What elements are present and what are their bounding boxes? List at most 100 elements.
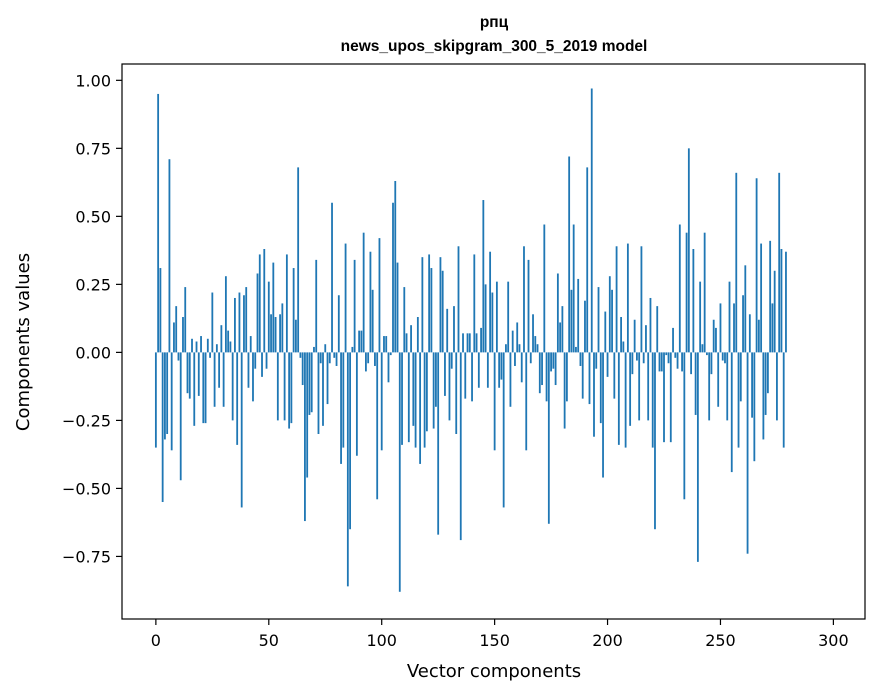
bar-component-212: [633, 319, 636, 353]
bar-component-184: [570, 289, 573, 353]
bar-component-89: [355, 352, 358, 456]
bar-component-230: [674, 352, 677, 358]
bar-component-179: [559, 322, 562, 353]
bar-component-147: [486, 352, 489, 388]
bar-component-156: [507, 281, 510, 353]
bar-component-10: [177, 352, 180, 361]
bar-component-95: [369, 251, 372, 353]
bar-component-259: [739, 352, 742, 402]
bar-component-270: [764, 352, 767, 415]
bar-component-124: [435, 352, 437, 407]
bar-component-111: [405, 333, 408, 353]
bar-component-40: [245, 287, 248, 353]
bar-component-232: [678, 224, 681, 353]
bar-component-61: [292, 268, 295, 353]
bar-component-186: [575, 346, 577, 353]
bar-component-263: [748, 314, 751, 353]
bar-component-249: [717, 352, 720, 407]
bar-component-223: [658, 352, 661, 372]
bar-component-109: [401, 352, 403, 445]
y-tick-label: −0.25: [62, 411, 111, 430]
y-axis-label: Components values: [13, 253, 34, 431]
bar-component-231: [676, 352, 679, 369]
bar-component-143: [477, 352, 480, 388]
x-tick-label: 100: [366, 631, 397, 650]
bar-component-62: [294, 319, 297, 353]
bar-component-22: [204, 352, 207, 424]
bar-component-3: [161, 352, 164, 503]
bar-component-209: [626, 243, 629, 353]
bar-component-13: [184, 287, 187, 353]
bar-component-274: [773, 270, 776, 353]
bar-component-208: [624, 352, 627, 448]
bar-component-148: [489, 251, 492, 353]
bar-component-228: [669, 352, 672, 443]
bar-component-182: [565, 352, 568, 402]
bar-component-278: [782, 352, 785, 448]
bar-component-46: [258, 254, 261, 353]
bar-component-235: [685, 232, 688, 353]
bar-component-116: [416, 317, 419, 353]
bar-component-30: [222, 352, 225, 407]
bar-component-250: [719, 303, 722, 353]
bar-component-120: [425, 352, 428, 432]
bar-component-225: [663, 352, 665, 443]
bar-component-64: [299, 352, 302, 358]
bar-component-178: [556, 273, 559, 353]
bar-component-180: [561, 306, 564, 353]
bar-component-167: [532, 314, 534, 353]
bar-component-54: [276, 352, 279, 421]
x-tick-label: 250: [705, 631, 736, 650]
bar-component-159: [514, 352, 516, 366]
bar-component-49: [265, 352, 268, 369]
bar-component-142: [475, 333, 478, 353]
bar-component-276: [778, 172, 781, 353]
bar-component-90: [358, 330, 361, 353]
bar-component-210: [629, 352, 632, 426]
bar-component-130: [448, 352, 451, 421]
bar-component-69: [310, 352, 313, 413]
bar-component-161: [518, 344, 521, 353]
chart-title-line-2: news_upos_skipgram_300_5_2019 model: [341, 38, 648, 55]
bar-component-67: [306, 352, 309, 478]
bar-component-176: [552, 352, 555, 369]
bar-component-214: [638, 352, 641, 421]
bar-component-152: [498, 352, 501, 388]
bar-component-242: [701, 344, 704, 353]
y-tick-label: 0.00: [75, 343, 111, 362]
bar-component-106: [394, 180, 397, 353]
bar-component-66: [304, 352, 306, 522]
bar-component-21: [202, 352, 205, 424]
bar-component-172: [543, 224, 546, 353]
bar-component-99: [378, 238, 381, 353]
bar-component-27: [215, 344, 218, 353]
bar-component-200: [606, 352, 609, 377]
bar-component-201: [608, 276, 611, 353]
bar-component-258: [737, 352, 740, 448]
bar-component-255: [730, 352, 733, 473]
bar-component-32: [227, 330, 230, 353]
bar-component-151: [495, 281, 498, 353]
bar-component-122: [430, 268, 433, 353]
x-tick-label: 200: [592, 631, 623, 650]
y-tick-label: 0.25: [75, 275, 111, 294]
bar-component-268: [760, 243, 763, 353]
bar-component-0: [154, 352, 157, 448]
bar-component-238: [692, 249, 695, 353]
bar-component-70: [313, 346, 315, 353]
bar-component-71: [315, 259, 318, 353]
bar-component-65: [301, 352, 304, 386]
bar-component-102: [385, 336, 388, 353]
bar-component-85: [346, 352, 349, 587]
bar-component-108: [398, 352, 401, 592]
bar-component-16: [191, 338, 193, 353]
bar-component-269: [762, 352, 765, 440]
bar-component-160: [516, 322, 519, 353]
bar-component-194: [593, 352, 595, 437]
bar-component-168: [534, 336, 537, 353]
bar-component-17: [193, 352, 196, 426]
bar-component-277: [780, 249, 783, 353]
bar-component-177: [554, 352, 557, 386]
bars-group: [154, 88, 787, 592]
bar-component-84: [344, 243, 347, 353]
